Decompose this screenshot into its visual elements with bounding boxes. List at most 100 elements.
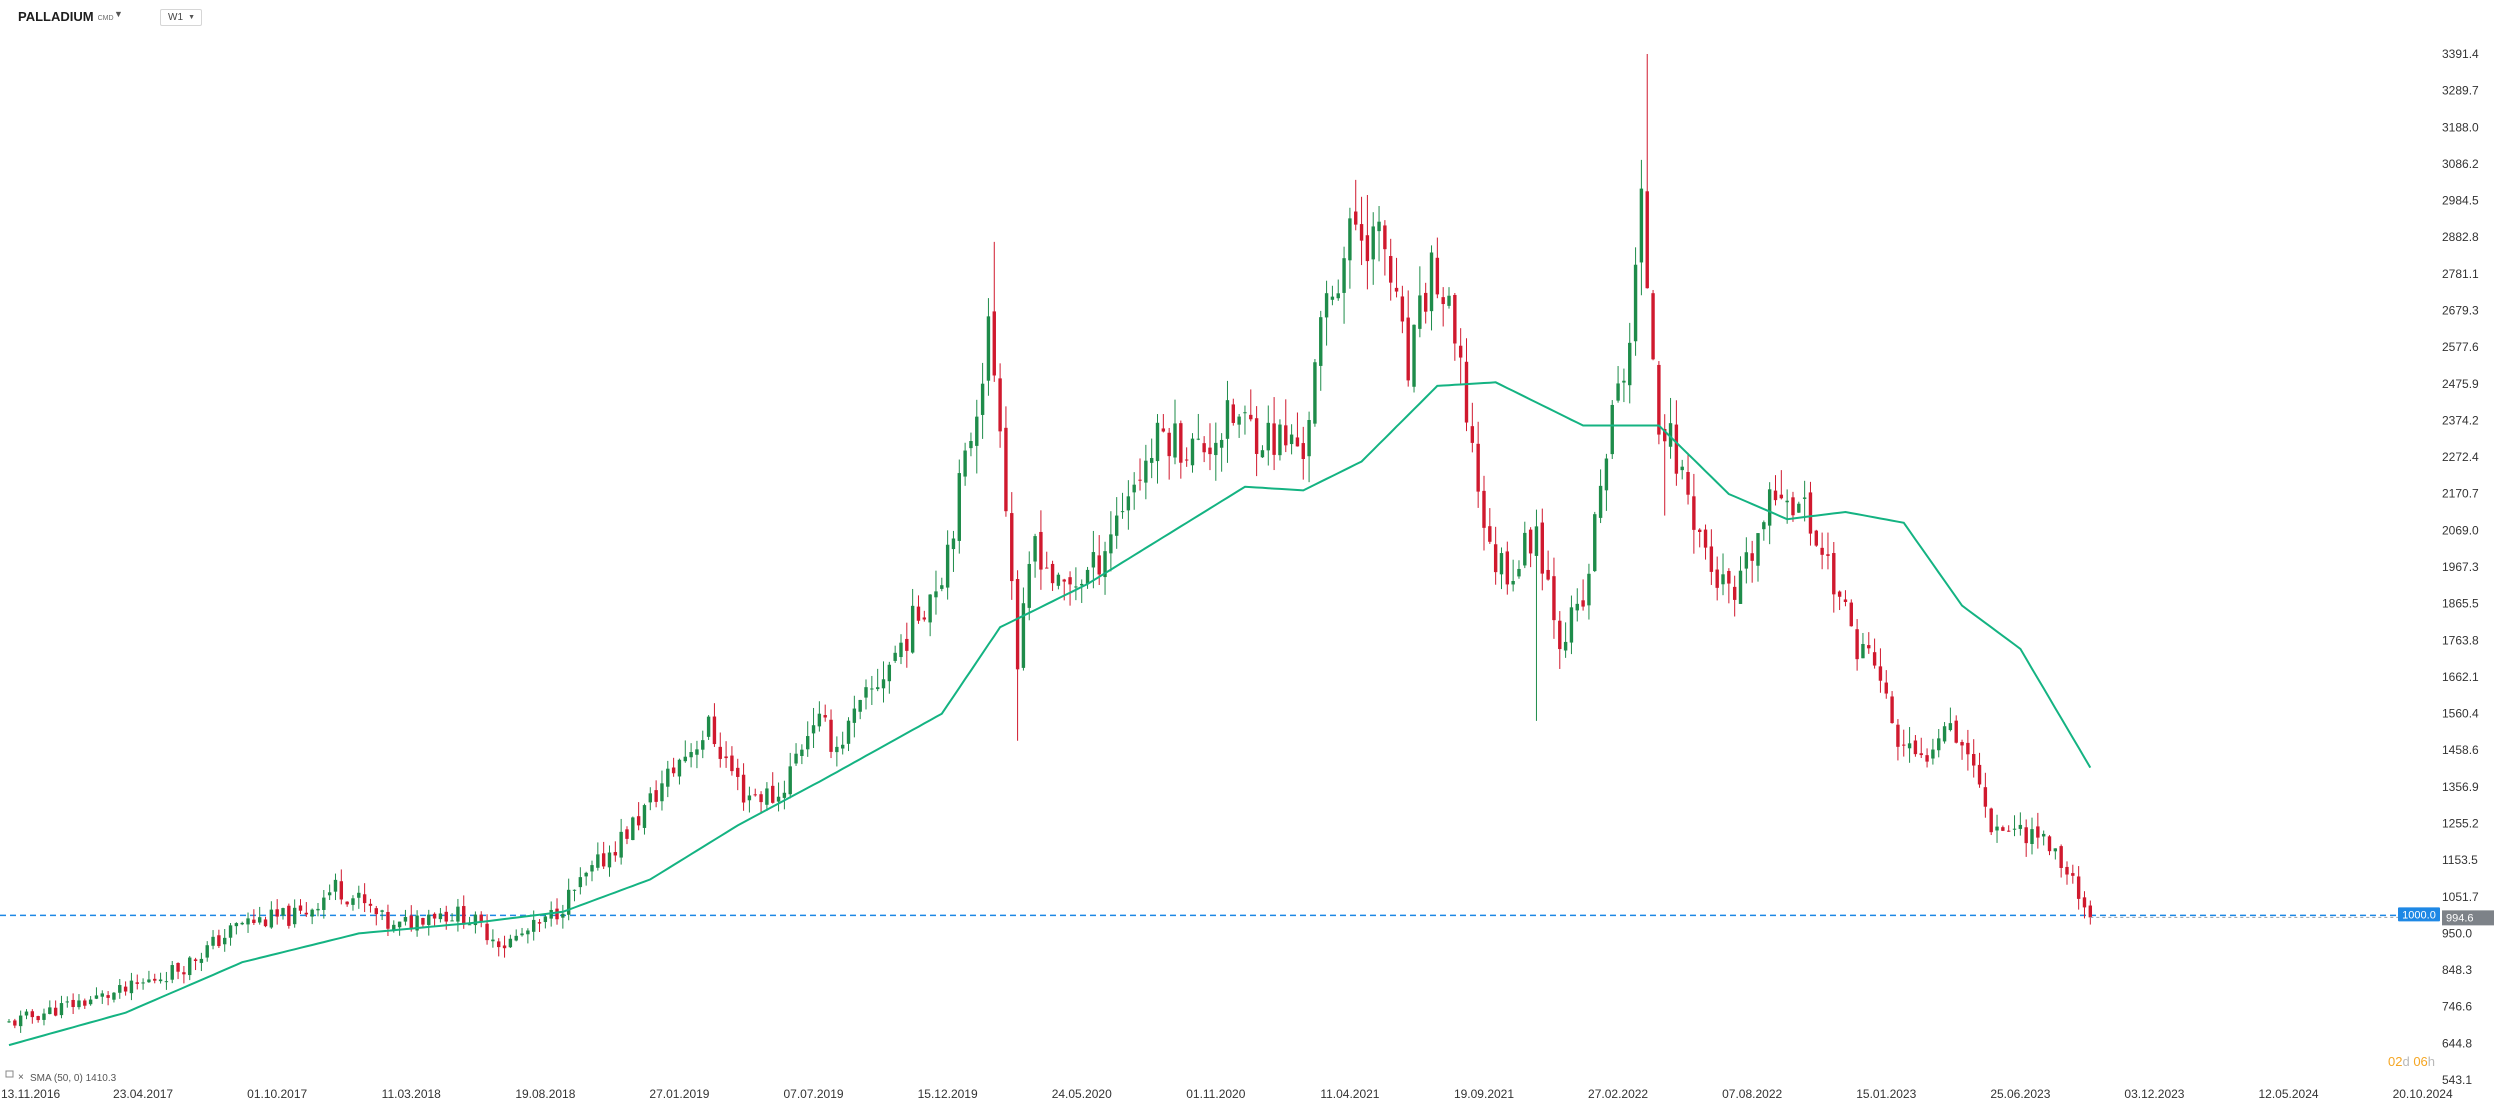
x-tick-label: 07.08.2022 xyxy=(1722,1087,1782,1101)
candle-body xyxy=(1499,553,1504,575)
candle-body xyxy=(1167,432,1171,457)
instrument-selector[interactable]: PALLADIUM CMD xyxy=(18,9,114,24)
candle-body xyxy=(392,924,396,931)
candle-body xyxy=(1115,515,1119,536)
close-icon[interactable]: × xyxy=(18,1072,24,1083)
candle-body xyxy=(147,979,151,983)
candle-body xyxy=(701,740,705,750)
candle-body xyxy=(1342,258,1346,293)
y-tick-label: 1865.5 xyxy=(2442,597,2479,611)
candle-body xyxy=(875,687,880,690)
candle-body xyxy=(1773,490,1778,501)
candle-body xyxy=(292,907,297,925)
candle-body xyxy=(1173,423,1177,458)
candle-body xyxy=(1762,522,1766,530)
caret-down-icon[interactable]: ▼ xyxy=(114,9,123,19)
candle-body xyxy=(129,980,134,994)
candle-body xyxy=(1680,466,1684,471)
candle-body xyxy=(1470,426,1475,443)
candle-body xyxy=(485,923,489,941)
candle-body xyxy=(298,905,303,911)
candle-body xyxy=(71,999,75,1008)
candle-body xyxy=(980,383,985,415)
candle-body xyxy=(409,915,413,929)
candle-body xyxy=(450,920,454,922)
candle-body xyxy=(1144,460,1148,483)
candle-body xyxy=(269,909,274,928)
candle-countdown: 02d 06h xyxy=(2388,1054,2435,1069)
candle-body xyxy=(736,767,740,777)
candle-body xyxy=(1517,568,1521,577)
y-tick-label: 1560.4 xyxy=(2442,707,2479,721)
x-tick-label: 24.05.2020 xyxy=(1052,1087,1112,1101)
candle-body xyxy=(1249,414,1253,420)
candle-body xyxy=(1534,526,1539,556)
y-tick-label: 543.1 xyxy=(2442,1073,2472,1087)
candle-body xyxy=(724,756,728,759)
candle-body xyxy=(1977,764,1982,785)
candle-body xyxy=(852,708,857,723)
candle-body xyxy=(648,793,652,803)
candle-body xyxy=(1359,224,1364,241)
candle-body xyxy=(858,699,862,712)
candle-body xyxy=(1097,555,1101,575)
indicator-legend: × SMA (50, 0) 1410.3 xyxy=(5,1070,117,1084)
candle-body xyxy=(228,925,233,938)
candle-body xyxy=(1797,503,1801,513)
candle-body xyxy=(339,881,344,900)
candle-body xyxy=(905,638,909,651)
candle-body xyxy=(497,941,501,948)
candle-body xyxy=(526,930,530,935)
candle-body xyxy=(1225,400,1230,439)
candle-body xyxy=(1400,296,1405,322)
candle-body xyxy=(444,911,448,922)
candle-body xyxy=(1727,570,1731,584)
candle-body xyxy=(164,981,169,983)
candle-body xyxy=(199,958,204,963)
y-tick-label: 2781.1 xyxy=(2442,267,2479,281)
x-axis: 13.11.2016 23.04.2017 01.10.2017 11.03.2018… xyxy=(1,1087,2453,1101)
candle-body xyxy=(2047,836,2052,852)
candle-body xyxy=(998,378,1002,432)
candle-body xyxy=(806,736,810,750)
candle-body xyxy=(520,933,524,936)
candle-body xyxy=(1756,533,1760,566)
y-tick-label: 2374.2 xyxy=(2442,413,2479,427)
indicator-icon xyxy=(5,1070,14,1078)
candle-body xyxy=(1155,422,1160,462)
candle-body xyxy=(1872,652,1877,666)
timeframe-dropdown[interactable]: W1 ▼ xyxy=(160,9,202,26)
candle-body xyxy=(479,914,483,922)
candle-body xyxy=(275,909,279,917)
candle-body xyxy=(1732,586,1737,600)
candle-body xyxy=(1639,188,1644,263)
candle-body xyxy=(1080,583,1084,586)
candle-body xyxy=(1208,447,1212,455)
candle-body xyxy=(940,585,944,589)
candle-body xyxy=(2012,828,2017,830)
candle-body xyxy=(934,591,938,598)
candle-body xyxy=(304,912,309,915)
y-tick-label: 3289.7 xyxy=(2442,84,2479,98)
candle-body xyxy=(1814,530,1818,546)
candle-body xyxy=(846,720,851,744)
candle-body xyxy=(42,1013,46,1020)
candle-body xyxy=(607,852,612,868)
candle-body xyxy=(1593,514,1597,572)
candle-body xyxy=(636,816,641,826)
candle-body xyxy=(969,441,973,449)
candle-body xyxy=(281,908,285,916)
candle-body xyxy=(100,993,104,997)
candle-body xyxy=(578,877,583,888)
y-tick-label: 2882.8 xyxy=(2442,230,2479,244)
current-price-tag xyxy=(2442,910,2494,926)
candle-body xyxy=(158,979,163,982)
candle-body xyxy=(1033,536,1037,562)
candle-body xyxy=(333,879,338,892)
candle-body xyxy=(421,917,425,925)
candle-body xyxy=(794,753,798,764)
candle-body xyxy=(322,897,326,910)
candle-body xyxy=(747,795,752,801)
candles xyxy=(7,54,2093,1033)
